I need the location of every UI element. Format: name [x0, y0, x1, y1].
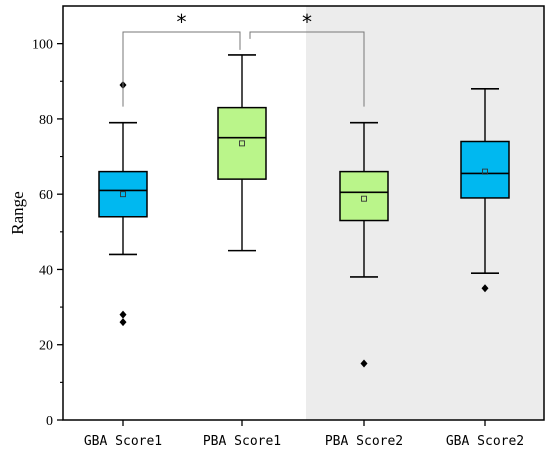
y-tick-label: 80 [39, 113, 53, 128]
outlier-point [360, 359, 368, 368]
box-group [217, 54, 267, 252]
iqr-box [460, 140, 510, 199]
y-axis-title: Range [8, 191, 27, 234]
plot-frame [62, 5, 545, 421]
x-tick-label: PBA Score1 [203, 434, 281, 449]
mean-marker [239, 140, 245, 147]
outlier-point [481, 284, 489, 293]
outlier-point [119, 318, 127, 327]
mean-marker [361, 195, 367, 202]
x-tick-label: GBA Score2 [446, 434, 524, 449]
y-tick-label: 0 [46, 414, 53, 429]
iqr-box [98, 170, 148, 218]
significance-bracket: * [249, 10, 365, 107]
bracket-line [249, 31, 365, 107]
box-group [98, 81, 148, 327]
outlier-point [119, 310, 127, 319]
y-tick-label: 20 [39, 339, 53, 354]
iqr-box [217, 106, 267, 180]
y-tick-label: 60 [39, 188, 53, 203]
x-tick-label: PBA Score2 [325, 434, 403, 449]
box-group [339, 121, 389, 368]
significance-bracket: * [122, 10, 241, 107]
y-tick-label: 40 [39, 263, 53, 278]
mean-marker [482, 168, 488, 175]
significance-label: * [302, 10, 312, 34]
y-tick-label: 100 [32, 38, 53, 53]
x-tick-label: GBA Score1 [84, 434, 162, 449]
bracket-line [122, 31, 241, 107]
significance-label: * [177, 10, 187, 34]
mean-marker [120, 191, 126, 198]
box-group [460, 88, 510, 293]
